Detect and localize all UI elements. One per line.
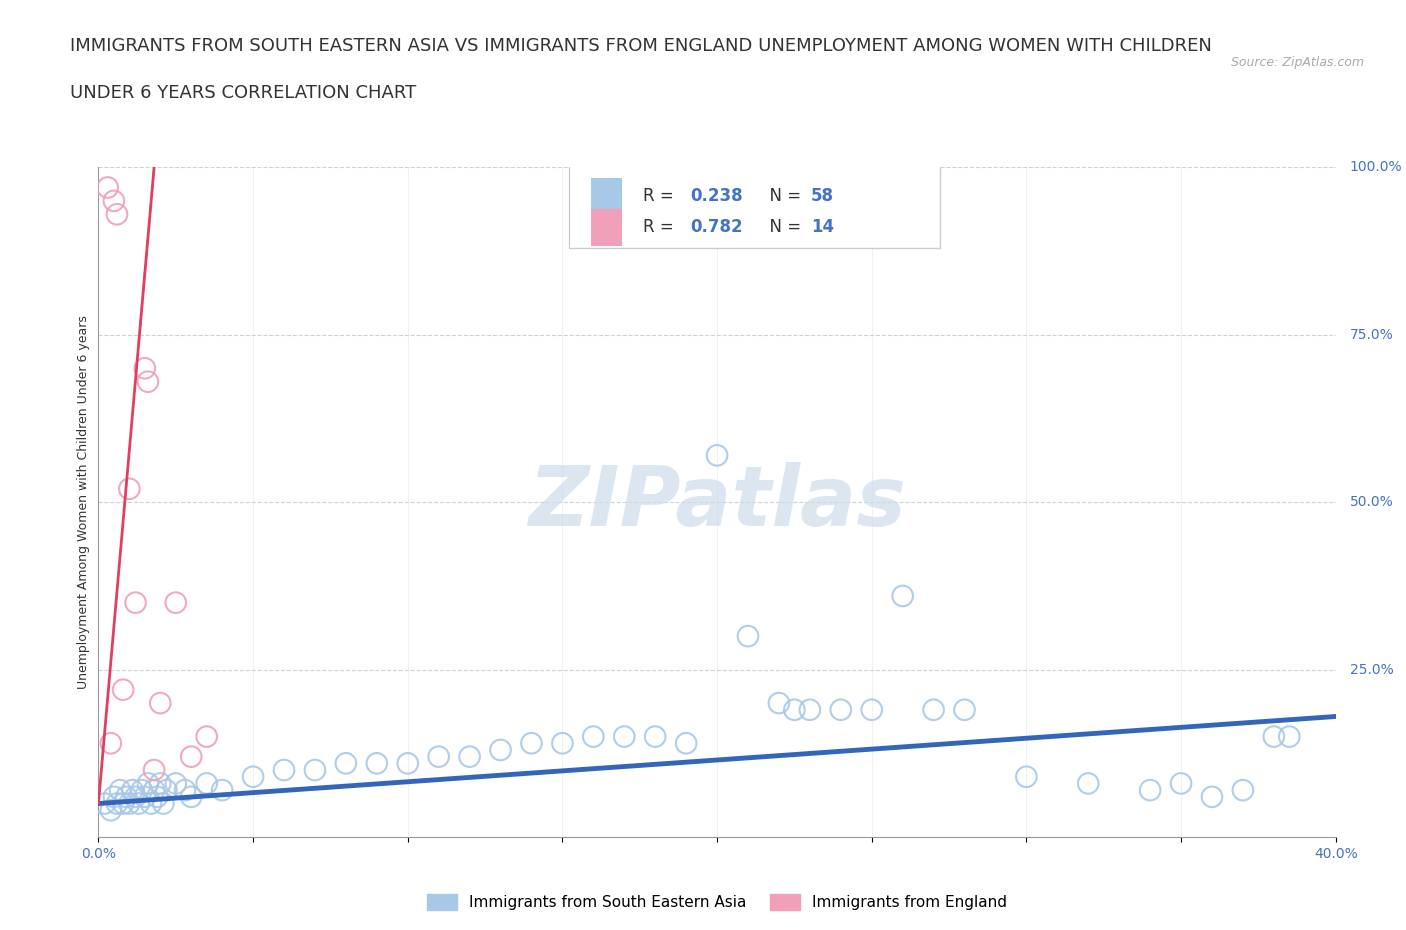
Bar xyxy=(591,178,621,215)
Point xyxy=(112,796,135,811)
Point xyxy=(112,683,135,698)
Point xyxy=(143,783,166,798)
Point xyxy=(165,595,187,610)
Point xyxy=(273,763,295,777)
Point xyxy=(143,763,166,777)
Text: ZIPatlas: ZIPatlas xyxy=(529,461,905,543)
Text: 100.0%: 100.0% xyxy=(1350,160,1402,175)
Point xyxy=(105,206,128,221)
Point xyxy=(427,750,450,764)
Point xyxy=(105,796,128,811)
Point xyxy=(121,783,143,798)
Text: N =: N = xyxy=(759,219,807,236)
Point xyxy=(1015,769,1038,784)
Point xyxy=(124,595,146,610)
Point xyxy=(783,702,806,717)
Point xyxy=(830,702,852,717)
Point xyxy=(165,776,187,790)
Point xyxy=(953,702,976,717)
Text: 0.238: 0.238 xyxy=(690,187,742,206)
Point xyxy=(174,783,197,798)
Point xyxy=(211,783,233,798)
Point xyxy=(134,790,156,804)
Point xyxy=(335,756,357,771)
Point xyxy=(891,589,914,604)
Point xyxy=(768,696,790,711)
Point xyxy=(1139,783,1161,798)
Point xyxy=(1232,783,1254,798)
Point xyxy=(799,702,821,717)
Text: 58: 58 xyxy=(811,187,834,206)
Text: 50.0%: 50.0% xyxy=(1350,495,1393,510)
Point xyxy=(149,696,172,711)
Point xyxy=(180,750,202,764)
Point xyxy=(131,783,153,798)
Text: R =: R = xyxy=(643,219,679,236)
Point xyxy=(366,756,388,771)
Text: IMMIGRANTS FROM SOUTH EASTERN ASIA VS IMMIGRANTS FROM ENGLAND UNEMPLOYMENT AMONG: IMMIGRANTS FROM SOUTH EASTERN ASIA VS IM… xyxy=(70,37,1212,55)
Text: 75.0%: 75.0% xyxy=(1350,327,1393,342)
Point xyxy=(396,756,419,771)
Point xyxy=(922,702,945,717)
Point xyxy=(134,361,156,376)
Point xyxy=(675,736,697,751)
Point xyxy=(1263,729,1285,744)
Point xyxy=(613,729,636,744)
Point xyxy=(195,776,218,790)
Point xyxy=(118,796,141,811)
Point xyxy=(100,803,122,817)
Text: 14: 14 xyxy=(811,219,834,236)
Text: N =: N = xyxy=(759,187,807,206)
Point xyxy=(155,783,177,798)
Point xyxy=(1170,776,1192,790)
Point xyxy=(100,736,122,751)
Text: UNDER 6 YEARS CORRELATION CHART: UNDER 6 YEARS CORRELATION CHART xyxy=(70,84,416,101)
Point xyxy=(108,783,131,798)
Text: 0.782: 0.782 xyxy=(690,219,742,236)
Point xyxy=(136,374,159,389)
Point xyxy=(136,776,159,790)
Point xyxy=(124,790,146,804)
Text: Source: ZipAtlas.com: Source: ZipAtlas.com xyxy=(1230,56,1364,69)
Y-axis label: Unemployment Among Women with Children Under 6 years: Unemployment Among Women with Children U… xyxy=(77,315,90,689)
Point xyxy=(304,763,326,777)
Point xyxy=(128,796,150,811)
Point xyxy=(458,750,481,764)
Point xyxy=(115,790,138,804)
Text: R =: R = xyxy=(643,187,679,206)
Point xyxy=(152,796,174,811)
Point xyxy=(118,482,141,497)
Legend: Immigrants from South Eastern Asia, Immigrants from England: Immigrants from South Eastern Asia, Immi… xyxy=(420,888,1014,916)
Point xyxy=(551,736,574,751)
Point xyxy=(1077,776,1099,790)
Point xyxy=(489,742,512,757)
Point xyxy=(706,448,728,463)
Point xyxy=(146,790,169,804)
Point xyxy=(644,729,666,744)
Point xyxy=(195,729,218,744)
Point xyxy=(103,790,125,804)
Point xyxy=(582,729,605,744)
Text: 25.0%: 25.0% xyxy=(1350,662,1393,677)
Point xyxy=(860,702,883,717)
Point xyxy=(97,180,120,195)
Point xyxy=(520,736,543,751)
Bar xyxy=(568,154,939,247)
Point xyxy=(1201,790,1223,804)
Point xyxy=(93,796,115,811)
Point xyxy=(139,796,162,811)
Point xyxy=(1278,729,1301,744)
Point xyxy=(149,776,172,790)
Bar xyxy=(591,208,621,246)
Point xyxy=(103,193,125,208)
Point xyxy=(242,769,264,784)
Point xyxy=(180,790,202,804)
Point xyxy=(737,629,759,644)
